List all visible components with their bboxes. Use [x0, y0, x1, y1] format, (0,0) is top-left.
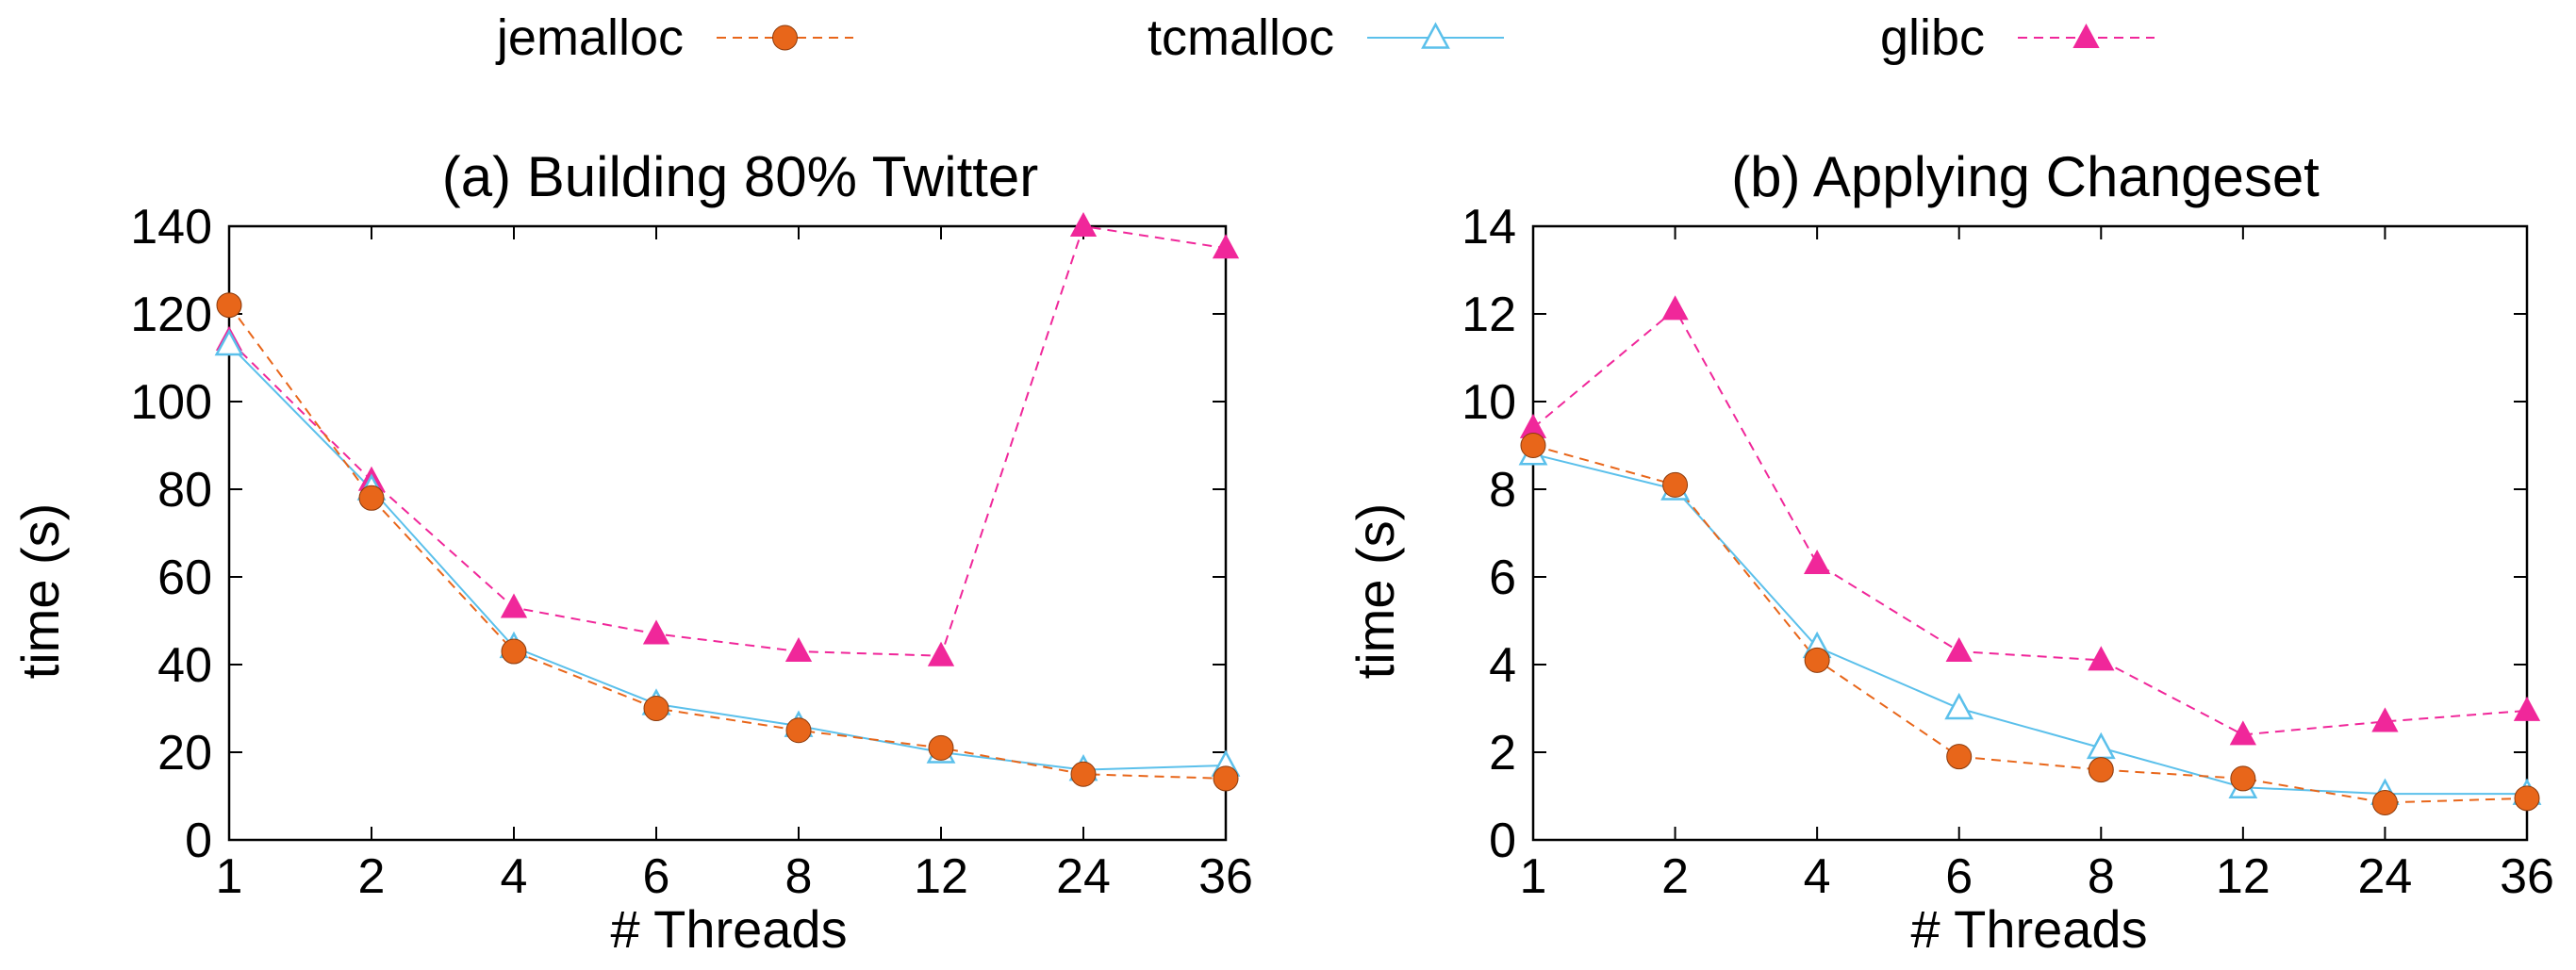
- data-point-jemalloc: [2230, 765, 2256, 792]
- series-line-glibc: [1532, 307, 2528, 736]
- data-point-jemalloc: [1213, 765, 1239, 792]
- legend-marker-tcmalloc: [1421, 22, 1450, 49]
- x-tick-label: 4: [1804, 849, 1831, 904]
- legend-label-jemalloc: jemalloc: [495, 9, 684, 66]
- x-tick-label: 8: [2088, 849, 2115, 904]
- legend-label-tcmalloc: tcmalloc: [1148, 9, 1334, 66]
- y-tick-label: 60: [157, 551, 212, 605]
- x-tick-label: 6: [643, 849, 670, 904]
- y-tick-label: 80: [157, 463, 212, 518]
- data-point-glibc: [927, 641, 955, 666]
- data-point-glibc: [1945, 637, 1973, 663]
- x-tick-label: 24: [2358, 849, 2413, 904]
- y-tick-label: 100: [130, 375, 212, 430]
- y-tick-label: 0: [185, 814, 212, 868]
- data-point-glibc: [1069, 211, 1098, 237]
- data-point-glibc: [2513, 696, 2541, 721]
- x-tick-label: 4: [501, 849, 528, 904]
- x-tick-label: 1: [216, 849, 243, 904]
- data-point-jemalloc: [643, 696, 669, 721]
- y-tick-label: 140: [130, 200, 212, 255]
- legend-entry-tcmalloc: tcmalloc: [1148, 9, 1504, 66]
- data-point-jemalloc: [1662, 471, 1689, 498]
- y-axis-label-a: time (s): [10, 503, 70, 680]
- legend-marker-jemalloc: [772, 25, 798, 51]
- data-point-jemalloc: [785, 717, 812, 744]
- x-tick-label: 36: [2500, 849, 2554, 904]
- data-point-jemalloc: [1520, 433, 1546, 458]
- data-point-jemalloc: [216, 292, 242, 319]
- data-point-glibc: [1212, 234, 1240, 259]
- y-tick-label: 4: [1489, 638, 1516, 693]
- data-point-jemalloc: [1946, 744, 1973, 770]
- plot-frame-a: [227, 224, 1228, 842]
- y-tick-label: 120: [130, 288, 212, 342]
- y-tick-label: 2: [1489, 726, 1516, 781]
- data-point-jemalloc: [1070, 761, 1097, 787]
- legend: jemalloc tcmalloc glibc: [495, 9, 2155, 66]
- series-line-jemalloc: [1532, 444, 2528, 804]
- data-point-jemalloc: [2088, 757, 2114, 783]
- y-axis-label-b: time (s): [1346, 503, 1405, 680]
- y-tick-label: 0: [1489, 814, 1516, 868]
- series-line-tcmalloc: [1532, 452, 2527, 796]
- data-point-jemalloc: [358, 485, 385, 511]
- data-point-jemalloc: [2371, 789, 2398, 815]
- y-tick-label: 40: [157, 638, 212, 693]
- data-point-glibc: [1804, 550, 1831, 575]
- plot-frame-b: [1531, 224, 2529, 842]
- x-tick-label: 8: [785, 849, 813, 904]
- series-line-tcmalloc: [228, 343, 1227, 771]
- x-tick-label: 6: [1945, 849, 1973, 904]
- chart-panel-a: (a) Building 80% Twitter time (s) # Thre…: [10, 145, 1253, 959]
- x-tick-label: 1: [1520, 849, 1547, 904]
- chart-title-b: (b) Applying Changeset: [1731, 145, 2320, 208]
- x-tick-label: 36: [1198, 849, 1253, 904]
- data-point-tcmalloc: [1944, 692, 1974, 720]
- chart-panel-b: (b) Applying Changeset time (s) # Thread…: [1346, 145, 2554, 959]
- y-tick-label: 6: [1489, 551, 1516, 605]
- x-tick-label: 2: [358, 849, 386, 904]
- x-tick-label: 12: [2216, 849, 2271, 904]
- x-axis-label-b: # Threads: [1910, 899, 2147, 959]
- x-tick-label: 24: [1056, 849, 1111, 904]
- x-axis-label-a: # Threads: [610, 899, 847, 959]
- data-point-glibc: [2229, 720, 2256, 746]
- data-point-glibc: [2088, 646, 2115, 671]
- legend-marker-glibc: [2072, 23, 2100, 48]
- y-tick-label: 20: [157, 726, 212, 781]
- legend-entry-jemalloc: jemalloc: [495, 9, 853, 66]
- legend-label-glibc: glibc: [1880, 9, 1985, 66]
- legend-marker-glibc: [2072, 23, 2100, 48]
- data-point-glibc: [784, 637, 813, 663]
- data-point-glibc: [2371, 707, 2399, 732]
- y-tick-label: 10: [1461, 375, 1516, 430]
- chart-title-a: (a) Building 80% Twitter: [442, 145, 1039, 208]
- legend-entry-glibc: glibc: [1880, 9, 2155, 66]
- data-point-jemalloc: [928, 734, 954, 761]
- data-point-glibc: [500, 593, 528, 618]
- data-point-tcmalloc: [214, 328, 244, 356]
- data-point-glibc: [642, 619, 670, 645]
- legend-marker-jemalloc: [772, 25, 798, 51]
- x-tick-label: 2: [1661, 849, 1689, 904]
- data-point-jemalloc: [2514, 785, 2540, 812]
- data-point-jemalloc: [501, 638, 527, 665]
- y-tick-label: 8: [1489, 463, 1516, 518]
- data-point-glibc: [1661, 295, 1689, 321]
- x-tick-label: 12: [914, 849, 968, 904]
- series-line-glibc: [228, 224, 1227, 657]
- series-line-jemalloc: [228, 304, 1227, 780]
- y-tick-label: 12: [1461, 288, 1516, 342]
- data-point-jemalloc: [1804, 647, 1830, 673]
- y-tick-label: 14: [1461, 200, 1516, 255]
- legend-marker-tcmalloc: [1421, 22, 1450, 49]
